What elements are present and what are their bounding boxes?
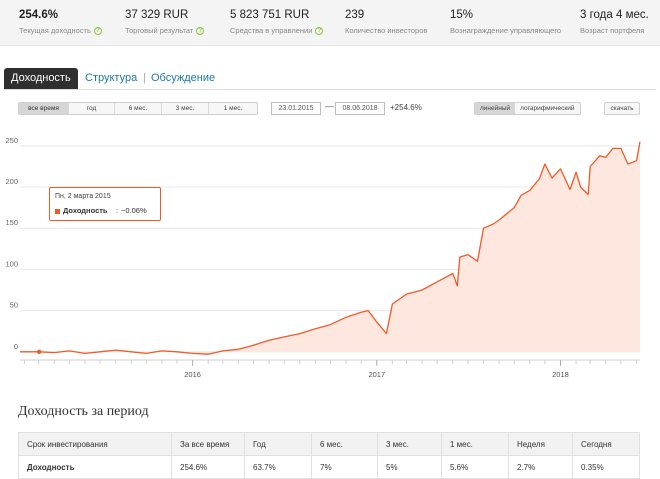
table-header-cell: За все время [171,432,245,456]
help-icon[interactable]: ? [315,27,324,36]
stat-assets-under-management: 5 823 751 RUR Средства в управлении? [230,9,324,36]
scale-selector: линейный логарифмический [474,102,581,115]
table-header-row: Срок инвестирования За все время Год 6 м… [18,432,640,456]
tooltip-series-marker [55,209,60,214]
range-3-months-button[interactable]: 3 мес. [162,103,209,114]
stat-manager-fee: 15% Вознаграждение управляющего [450,9,561,35]
stat-label: Возраст портфеля [580,26,645,35]
stat-label: Торговый результат? [125,26,205,36]
series-area-fill [20,141,640,355]
date-range-dash: — [325,101,334,111]
table-header-cell: 6 мес. [311,432,378,456]
x-tick-label: 2016 [184,370,201,379]
stat-value: 5 823 751 RUR [230,9,310,21]
stat-label: Количество инвесторов [345,26,428,35]
table-header-cell: Неделя [508,432,573,456]
range-year-button[interactable]: год [69,103,115,114]
help-icon[interactable]: ? [93,27,102,36]
table-cell: 0.35% [572,455,640,479]
table-header-cell: 1 мес. [441,432,509,456]
tab-returns[interactable]: Доходность [4,68,78,90]
tooltip-date: Пн, 2 марта 2015 [55,193,111,200]
table-cell: 2.7% [508,455,573,479]
table-header-cell: Год [244,432,312,456]
tooltip-separator: : [116,206,119,215]
time-range-selector: все время год 6 мес. 3 мес. 1 мес. [18,102,258,115]
table-row-label: Доходность [18,455,172,479]
table-cell: 254.6% [171,455,245,479]
stat-investor-count: 239 Количество инвесторов [345,9,427,35]
stat-value: 15% [450,9,474,21]
table-header-cell: 3 мес. [377,432,442,456]
period-returns-table: Срок инвестирования За все время Год 6 м… [18,432,640,479]
tooltip-series-label: Доходность [63,206,108,215]
stat-value: 239 [345,9,365,21]
stat-value: 3 года 4 мес. [580,9,649,21]
table-row: Доходность 254.6% 63.7% 7% 5% 5.6% 2.7% … [18,455,640,479]
stat-portfolio-age: 3 года 4 мес. Возраст портфеля [580,9,649,35]
tab-structure[interactable]: Структура [85,72,138,84]
stat-label: Текущая доходность? [19,26,102,36]
table-header-cell: Срок инвестирования [18,432,172,456]
x-tick-label: 2018 [552,370,569,379]
download-button[interactable]: скачать [604,102,640,115]
highlight-point [36,349,42,355]
date-to-input[interactable]: 08.06.2018 [335,102,385,115]
stat-value: 37 329 RUR [125,9,189,21]
chart-tooltip: Пн, 2 марта 2015 Доходность : −0.06% [49,187,161,221]
section-title: Доходность за период [18,404,149,419]
returns-chart[interactable]: 0 50 100 150 200 250 2016 2017 2018 [0,130,660,390]
table-cell: 5.6% [441,455,509,479]
x-tick-label: 2017 [368,370,385,379]
table-header-cell: Сегодня [572,432,640,456]
range-1-month-button[interactable]: 1 мес. [223,105,243,112]
tooltip-value: −0.06% [121,206,147,215]
scale-linear-button[interactable]: линейный [475,103,516,114]
y-tick-label: 200 [5,177,18,186]
table-cell: 5% [377,455,442,479]
y-tick-label: 250 [5,136,18,145]
stat-value: 254.6% [19,9,59,21]
range-6-months-button[interactable]: 6 мес. [115,103,162,114]
y-tick-label: 50 [10,301,18,310]
date-from-input[interactable]: 23.01.2015 [271,102,321,115]
y-tick-label: 150 [5,218,18,227]
stat-current-return: 254.6% Текущая доходность? [19,9,102,36]
tab-separator: | [143,72,146,84]
y-tick-label: 100 [5,259,18,268]
stat-trading-result: 37 329 RUR Торговый результат? [125,9,205,36]
stat-label: Вознаграждение управляющего [450,26,562,35]
range-all-time-button[interactable]: все время [19,103,69,114]
table-cell: 7% [311,455,378,479]
tab-discussion[interactable]: Обсуждение [151,72,216,84]
tab-divider [4,89,656,90]
series-line [20,141,641,355]
y-tick-label: 0 [14,342,18,351]
portfolio-stats-bar: 254.6% Текущая доходность? 37 329 RUR То… [0,0,660,46]
stat-label: Средства в управлении? [230,26,324,36]
period-return-value: +254.6% [390,103,422,112]
table-cell: 63.7% [244,455,312,479]
help-icon[interactable]: ? [196,27,205,36]
scale-log-button[interactable]: логарифмический [520,105,575,112]
